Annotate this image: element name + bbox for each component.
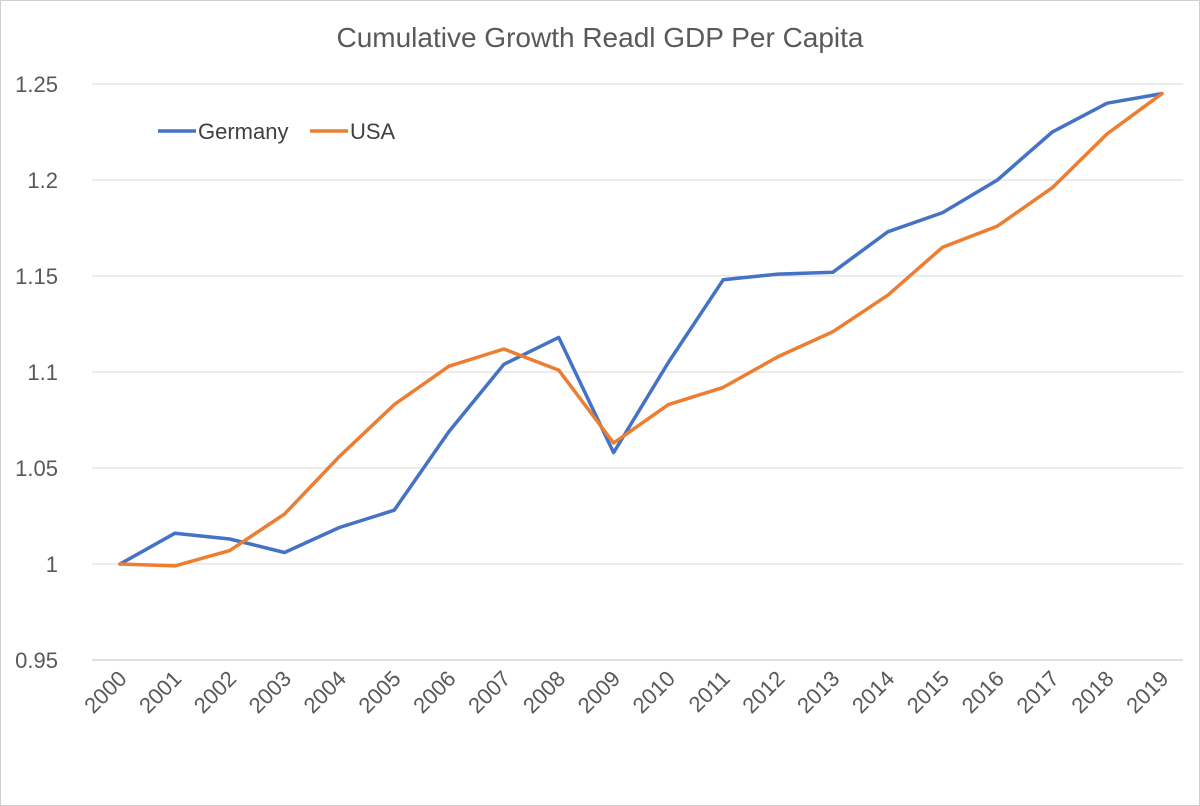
series-line-usa: [118, 91, 1164, 568]
x-tick-label: 2015: [902, 666, 954, 718]
x-axis-ticks: 2000 2001 2002 2003 2004 2005 2006 2007 2008 2009…: [79, 666, 1173, 718]
chart-title: Cumulative Growth Readl GDP Per Capita: [336, 22, 864, 53]
legend-label: USA: [350, 119, 396, 144]
x-tick-label: 2011: [684, 666, 735, 717]
y-tick-label: 1.25: [15, 72, 58, 97]
y-axis-ticks: 0.95 1 1.05 1.1 1.15 1.2 1.25: [15, 72, 58, 673]
x-tick-label: 2012: [737, 666, 789, 718]
x-tick-label: 2019: [1121, 666, 1173, 718]
legend: Germany USA: [158, 119, 396, 144]
y-tick-label: 1.05: [15, 456, 58, 481]
x-tick-label: 2014: [847, 666, 899, 718]
x-tick-label: 2013: [792, 666, 844, 718]
x-tick-label: 2009: [573, 666, 625, 718]
legend-label: Germany: [198, 119, 288, 144]
x-tick-label: 2018: [1066, 666, 1118, 718]
x-tick-label: 2017: [1012, 666, 1064, 718]
x-tick-label: 2003: [244, 666, 296, 718]
x-tick-label: 2002: [189, 666, 241, 718]
x-tick-label: 2006: [408, 666, 460, 718]
x-tick-label: 2016: [957, 666, 1009, 718]
x-tick-label: 2010: [628, 666, 680, 718]
x-tick-label: 2001: [134, 666, 186, 718]
y-tick-label: 0.95: [15, 648, 58, 673]
y-tick-label: 1: [46, 552, 58, 577]
x-tick-label: 2004: [299, 666, 351, 718]
x-tick-label: 2007: [463, 666, 515, 718]
x-tick-label: 2005: [353, 666, 405, 718]
x-tick-label: 2000: [79, 666, 131, 718]
gridlines: [92, 83, 1183, 661]
series-lines: [118, 91, 1164, 568]
y-tick-label: 1.15: [15, 264, 58, 289]
series-line-germany: [118, 91, 1164, 566]
x-tick-label: 2008: [518, 666, 570, 718]
y-tick-label: 1.1: [27, 360, 58, 385]
y-tick-label: 1.2: [27, 168, 58, 193]
